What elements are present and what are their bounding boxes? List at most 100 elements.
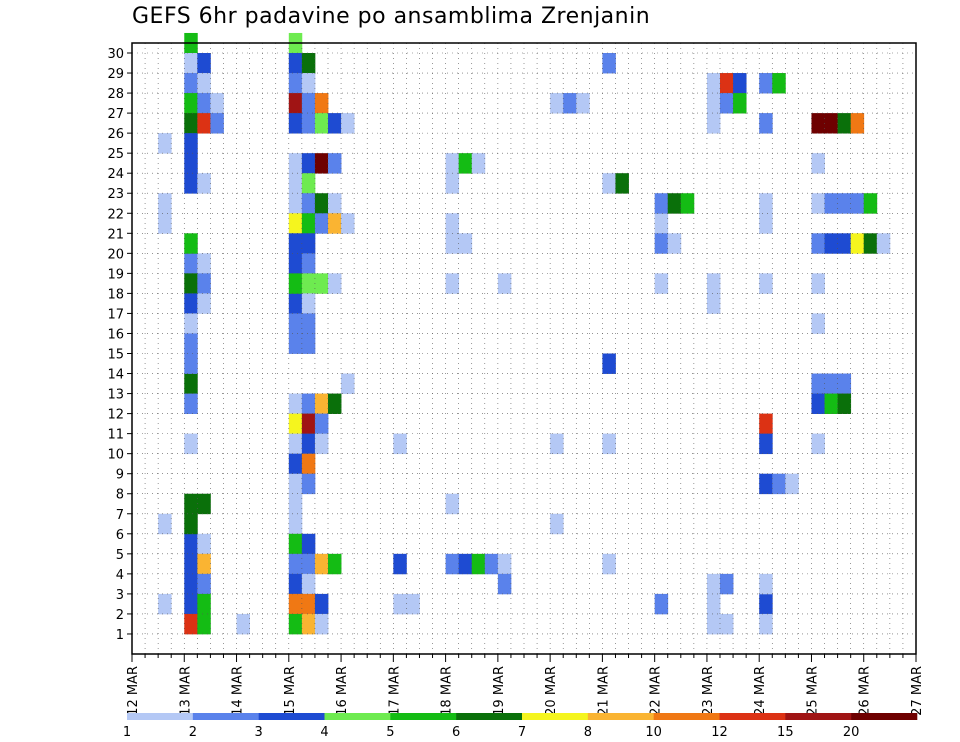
heatmap-cell	[301, 233, 316, 254]
heatmap-cell	[301, 613, 316, 635]
y-tick-label: 19	[107, 267, 124, 282]
heatmap-cell	[314, 393, 329, 414]
heatmap-cell	[759, 473, 773, 495]
heatmap-cell	[197, 293, 211, 314]
heatmap-cell	[445, 213, 460, 234]
heatmap-cell	[850, 193, 865, 214]
x-tick-label: 25 MAR	[805, 666, 820, 716]
heatmap-cell	[288, 53, 303, 74]
heatmap-cell	[301, 393, 316, 414]
y-tick-label: 24	[107, 167, 124, 182]
heatmap-cell	[301, 253, 316, 274]
colorbar-swatch	[653, 713, 720, 720]
y-tick-label: 5	[116, 548, 124, 563]
heatmap-cell	[458, 233, 473, 254]
y-tick-label: 22	[107, 207, 124, 222]
x-tick-label: 14 MAR	[231, 666, 246, 716]
heatmap-cell	[197, 613, 211, 635]
heatmap-cell	[811, 373, 825, 394]
heatmap-cell	[328, 393, 342, 414]
heatmap-cell	[706, 573, 721, 595]
heatmap-cell	[288, 93, 303, 114]
y-tick-label: 16	[107, 327, 124, 342]
heatmap-cell	[406, 593, 420, 615]
heatmap-cell	[314, 193, 329, 214]
heatmap-cell	[759, 573, 773, 595]
heatmap-cell	[314, 613, 329, 635]
heatmap-cell	[184, 253, 198, 274]
y-tick-label: 29	[107, 67, 124, 82]
heatmap-cell	[550, 433, 564, 455]
heatmap-cell	[158, 513, 172, 535]
heatmap-cell	[314, 213, 329, 234]
heatmap-cell	[576, 93, 590, 114]
heatmap-cell	[288, 233, 303, 254]
heatmap-cell	[720, 613, 734, 635]
heatmap-cell	[288, 73, 303, 94]
colorbar-swatch	[785, 713, 852, 720]
heatmap-cell	[288, 593, 303, 615]
heatmap-cell	[393, 553, 407, 575]
heatmap-cell	[301, 453, 316, 475]
heatmap-cell	[288, 413, 303, 435]
heatmap-cell	[314, 433, 329, 455]
heatmap-cell	[288, 293, 303, 314]
colorbar-label: 1	[123, 725, 131, 740]
heatmap-cell	[837, 373, 852, 394]
heatmap-cell	[759, 113, 773, 134]
y-tick-label: 12	[107, 408, 124, 423]
x-tick-label: 23 MAR	[701, 666, 716, 716]
heatmap-cell	[393, 593, 407, 615]
heatmap-cell	[236, 613, 250, 635]
heatmap-cell	[445, 233, 460, 254]
heatmap-cell	[850, 113, 865, 134]
heatmap-cell	[602, 53, 616, 74]
heatmap-cell	[184, 133, 198, 154]
heatmap-cell	[602, 553, 616, 575]
heatmap-cell	[811, 233, 825, 254]
heatmap-cell	[680, 193, 695, 214]
heatmap-cell	[314, 113, 329, 134]
colorbar-swatch	[127, 713, 194, 720]
y-tick-label: 3	[116, 588, 124, 603]
y-tick-label: 25	[107, 147, 124, 162]
colorbar-label: 8	[584, 725, 592, 740]
heatmap-cell	[824, 233, 838, 254]
heatmap-cell	[301, 213, 316, 234]
heatmap-cell	[471, 553, 486, 575]
colorbar-swatch	[192, 713, 259, 720]
heatmap-cell	[301, 473, 316, 495]
heatmap-cell	[288, 173, 303, 194]
heatmap-cell	[772, 473, 786, 495]
heatmap-cell	[667, 193, 682, 214]
heatmap-cell	[288, 153, 303, 174]
heatmap-cell	[837, 193, 852, 214]
heatmap-cell	[341, 113, 355, 134]
heatmap-cell	[824, 393, 838, 414]
y-tick-label: 8	[116, 488, 124, 503]
heatmap-cell	[301, 593, 316, 615]
colorbar-label: 12	[711, 725, 728, 740]
heatmap-cell	[301, 113, 316, 134]
heatmap-cell	[197, 593, 211, 615]
heatmap-cell	[288, 553, 303, 575]
heatmap-cell	[301, 293, 316, 314]
y-tick-label: 18	[107, 287, 124, 302]
colorbar-swatch	[851, 713, 918, 720]
heatmap-cell	[445, 493, 460, 515]
heatmap-cell	[288, 493, 303, 515]
heatmap-cell	[550, 513, 564, 535]
heatmap-cell	[301, 273, 316, 294]
heatmap-cell	[197, 493, 211, 515]
heatmap-cell	[811, 113, 825, 134]
heatmap-cell	[445, 153, 460, 174]
heatmap-cell	[184, 173, 198, 194]
colorbar-swatch	[324, 713, 391, 720]
heatmap-cell	[458, 553, 473, 575]
x-tick-label: 20 MAR	[544, 666, 559, 716]
heatmap-cell	[301, 433, 316, 455]
heatmap-cell	[328, 113, 342, 134]
heatmap-cell	[301, 313, 316, 334]
heatmap-cell	[863, 193, 878, 214]
